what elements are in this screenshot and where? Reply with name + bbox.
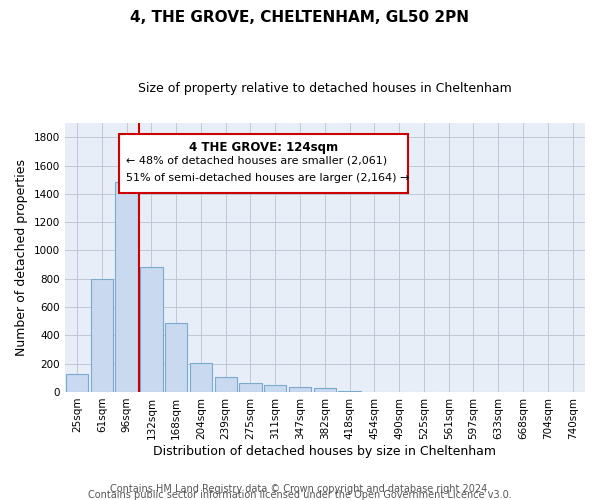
Bar — [314, 388, 336, 392]
Y-axis label: Number of detached properties: Number of detached properties — [15, 159, 28, 356]
Text: 51% of semi-detached houses are larger (2,164) →: 51% of semi-detached houses are larger (… — [125, 173, 409, 183]
Text: Contains HM Land Registry data © Crown copyright and database right 2024.: Contains HM Land Registry data © Crown c… — [110, 484, 490, 494]
Bar — [165, 322, 187, 392]
Text: 4, THE GROVE, CHELTENHAM, GL50 2PN: 4, THE GROVE, CHELTENHAM, GL50 2PN — [131, 10, 470, 25]
Bar — [66, 374, 88, 392]
Title: Size of property relative to detached houses in Cheltenham: Size of property relative to detached ho… — [138, 82, 512, 96]
Text: 4 THE GROVE: 124sqm: 4 THE GROVE: 124sqm — [189, 140, 338, 153]
X-axis label: Distribution of detached houses by size in Cheltenham: Distribution of detached houses by size … — [154, 444, 496, 458]
Bar — [215, 377, 237, 392]
Bar — [115, 182, 138, 392]
Bar — [338, 390, 361, 392]
FancyBboxPatch shape — [119, 134, 408, 193]
Text: ← 48% of detached houses are smaller (2,061): ← 48% of detached houses are smaller (2,… — [125, 156, 386, 166]
Bar — [239, 383, 262, 392]
Bar — [190, 363, 212, 392]
Bar — [264, 385, 286, 392]
Bar — [140, 268, 163, 392]
Bar — [91, 278, 113, 392]
Bar — [289, 387, 311, 392]
Text: Contains public sector information licensed under the Open Government Licence v3: Contains public sector information licen… — [88, 490, 512, 500]
